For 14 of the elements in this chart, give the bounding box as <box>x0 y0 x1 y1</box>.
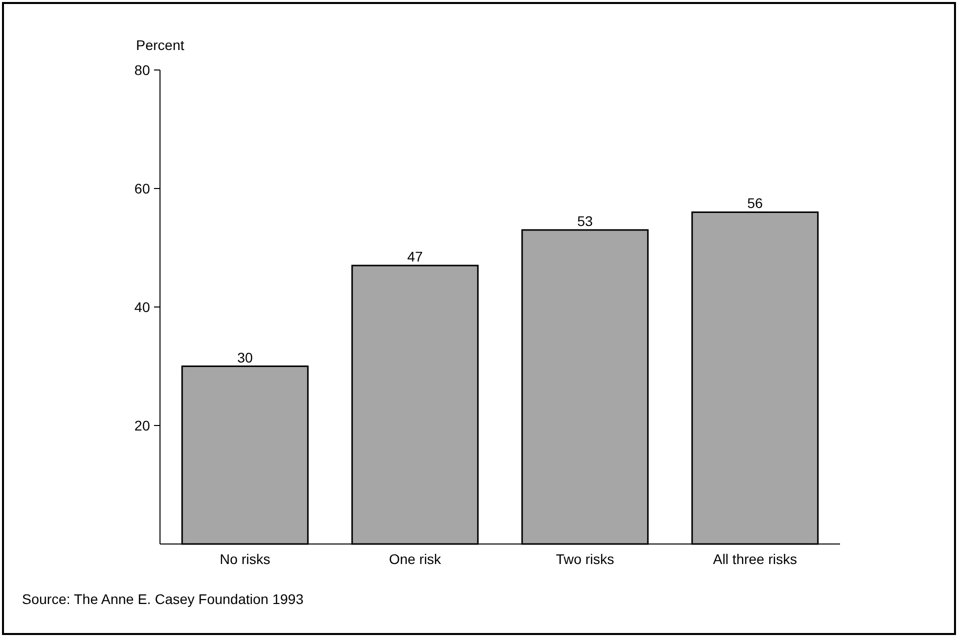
y-axis-title: Percent <box>136 37 184 53</box>
y-tick-label: 60 <box>134 180 150 196</box>
y-tick-label: 40 <box>134 298 150 315</box>
x-tick-label: All three risks <box>712 551 798 567</box>
data-label: 47 <box>407 248 423 265</box>
x-tick-label: One risk <box>388 551 442 567</box>
x-tick-label: No risks <box>220 551 270 567</box>
data-label: 53 <box>577 212 593 229</box>
y-tick-label: 20 <box>134 417 150 434</box>
x-tick-label: Two risks <box>556 551 614 567</box>
data-label: 56 <box>747 195 763 212</box>
data-label: 30 <box>237 349 253 366</box>
source-note: Source: The Anne E. Casey Foundation 1993 <box>22 591 304 607</box>
y-tick-label: 80 <box>134 62 150 78</box>
